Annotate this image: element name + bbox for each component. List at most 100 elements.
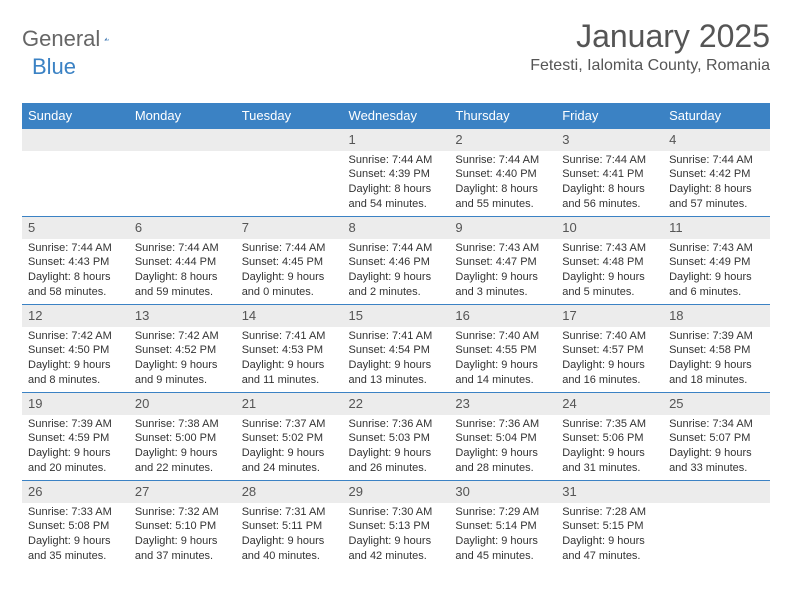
- brand-part1: General: [22, 26, 100, 52]
- daylight-line: Daylight: 9 hours and 35 minutes.: [28, 534, 123, 564]
- daylight-line: Daylight: 9 hours and 6 minutes.: [669, 270, 764, 300]
- calendar-week-row: 26Sunrise: 7:33 AMSunset: 5:08 PMDayligh…: [22, 480, 770, 568]
- calendar-cell: 19Sunrise: 7:39 AMSunset: 4:59 PMDayligh…: [22, 392, 129, 480]
- day-body: Sunrise: 7:36 AMSunset: 5:03 PMDaylight:…: [343, 415, 450, 480]
- sunset-line: Sunset: 5:00 PM: [135, 431, 230, 446]
- sunset-line: Sunset: 4:58 PM: [669, 343, 764, 358]
- calendar-cell: 7Sunrise: 7:44 AMSunset: 4:45 PMDaylight…: [236, 216, 343, 304]
- sunrise-line: Sunrise: 7:44 AM: [669, 153, 764, 168]
- sunset-line: Sunset: 5:14 PM: [455, 519, 550, 534]
- brand-sail-icon: [104, 29, 109, 49]
- daylight-line: Daylight: 9 hours and 26 minutes.: [349, 446, 444, 476]
- day-number-row: 23: [449, 392, 556, 415]
- sunset-line: Sunset: 4:57 PM: [562, 343, 657, 358]
- day-number-row: 4: [663, 128, 770, 151]
- day-body: [663, 503, 770, 509]
- sunrise-line: Sunrise: 7:30 AM: [349, 505, 444, 520]
- sunrise-line: Sunrise: 7:40 AM: [562, 329, 657, 344]
- calendar-cell: 11Sunrise: 7:43 AMSunset: 4:49 PMDayligh…: [663, 216, 770, 304]
- day-body: Sunrise: 7:36 AMSunset: 5:04 PMDaylight:…: [449, 415, 556, 480]
- day-body: Sunrise: 7:31 AMSunset: 5:11 PMDaylight:…: [236, 503, 343, 568]
- day-body: Sunrise: 7:33 AMSunset: 5:08 PMDaylight:…: [22, 503, 129, 568]
- day-number-row: 8: [343, 216, 450, 239]
- sunrise-line: Sunrise: 7:44 AM: [242, 241, 337, 256]
- sunset-line: Sunset: 4:50 PM: [28, 343, 123, 358]
- sunrise-line: Sunrise: 7:39 AM: [28, 417, 123, 432]
- daylight-line: Daylight: 9 hours and 13 minutes.: [349, 358, 444, 388]
- day-number-row: 30: [449, 480, 556, 503]
- day-number-row: 15: [343, 304, 450, 327]
- calendar-week-row: 1Sunrise: 7:44 AMSunset: 4:39 PMDaylight…: [22, 128, 770, 216]
- daylight-line: Daylight: 8 hours and 56 minutes.: [562, 182, 657, 212]
- sunrise-line: Sunrise: 7:44 AM: [349, 241, 444, 256]
- sunrise-line: Sunrise: 7:35 AM: [562, 417, 657, 432]
- calendar-cell: 31Sunrise: 7:28 AMSunset: 5:15 PMDayligh…: [556, 480, 663, 568]
- day-number-row: 25: [663, 392, 770, 415]
- day-body: Sunrise: 7:37 AMSunset: 5:02 PMDaylight:…: [236, 415, 343, 480]
- sunset-line: Sunset: 5:11 PM: [242, 519, 337, 534]
- day-number-row: 22: [343, 392, 450, 415]
- daylight-line: Daylight: 9 hours and 31 minutes.: [562, 446, 657, 476]
- calendar-cell: 14Sunrise: 7:41 AMSunset: 4:53 PMDayligh…: [236, 304, 343, 392]
- sunset-line: Sunset: 4:55 PM: [455, 343, 550, 358]
- header: General January 2025 Fetesti, Ialomita C…: [22, 18, 770, 75]
- day-body: Sunrise: 7:38 AMSunset: 5:00 PMDaylight:…: [129, 415, 236, 480]
- daylight-line: Daylight: 9 hours and 9 minutes.: [135, 358, 230, 388]
- day-body: Sunrise: 7:29 AMSunset: 5:14 PMDaylight:…: [449, 503, 556, 568]
- sunset-line: Sunset: 5:07 PM: [669, 431, 764, 446]
- day-body: Sunrise: 7:42 AMSunset: 4:50 PMDaylight:…: [22, 327, 129, 392]
- weekday-header: Monday: [129, 103, 236, 128]
- title-block: January 2025 Fetesti, Ialomita County, R…: [530, 18, 770, 75]
- daylight-line: Daylight: 9 hours and 0 minutes.: [242, 270, 337, 300]
- daylight-line: Daylight: 9 hours and 37 minutes.: [135, 534, 230, 564]
- day-number-row: 19: [22, 392, 129, 415]
- sunset-line: Sunset: 4:47 PM: [455, 255, 550, 270]
- sunset-line: Sunset: 4:46 PM: [349, 255, 444, 270]
- calendar-cell: 1Sunrise: 7:44 AMSunset: 4:39 PMDaylight…: [343, 128, 450, 216]
- day-body: Sunrise: 7:43 AMSunset: 4:49 PMDaylight:…: [663, 239, 770, 304]
- calendar-cell: 25Sunrise: 7:34 AMSunset: 5:07 PMDayligh…: [663, 392, 770, 480]
- sunrise-line: Sunrise: 7:43 AM: [562, 241, 657, 256]
- sunset-line: Sunset: 5:03 PM: [349, 431, 444, 446]
- month-title: January 2025: [530, 18, 770, 55]
- day-body: [22, 151, 129, 157]
- daylight-line: Daylight: 9 hours and 28 minutes.: [455, 446, 550, 476]
- calendar-cell: 15Sunrise: 7:41 AMSunset: 4:54 PMDayligh…: [343, 304, 450, 392]
- sunset-line: Sunset: 4:54 PM: [349, 343, 444, 358]
- day-body: [129, 151, 236, 157]
- day-body: Sunrise: 7:44 AMSunset: 4:40 PMDaylight:…: [449, 151, 556, 216]
- day-body: Sunrise: 7:34 AMSunset: 5:07 PMDaylight:…: [663, 415, 770, 480]
- daylight-line: Daylight: 8 hours and 59 minutes.: [135, 270, 230, 300]
- calendar-cell: 2Sunrise: 7:44 AMSunset: 4:40 PMDaylight…: [449, 128, 556, 216]
- daylight-line: Daylight: 9 hours and 42 minutes.: [349, 534, 444, 564]
- daylight-line: Daylight: 8 hours and 57 minutes.: [669, 182, 764, 212]
- day-number-row: [22, 128, 129, 151]
- day-body: Sunrise: 7:44 AMSunset: 4:45 PMDaylight:…: [236, 239, 343, 304]
- brand-part2-wrap: Blue: [32, 54, 76, 80]
- day-number-row: 20: [129, 392, 236, 415]
- day-body: Sunrise: 7:44 AMSunset: 4:44 PMDaylight:…: [129, 239, 236, 304]
- sunrise-line: Sunrise: 7:31 AM: [242, 505, 337, 520]
- day-body: Sunrise: 7:44 AMSunset: 4:42 PMDaylight:…: [663, 151, 770, 216]
- sunrise-line: Sunrise: 7:44 AM: [135, 241, 230, 256]
- sunrise-line: Sunrise: 7:34 AM: [669, 417, 764, 432]
- weekday-row: SundayMondayTuesdayWednesdayThursdayFrid…: [22, 103, 770, 128]
- calendar-cell: 6Sunrise: 7:44 AMSunset: 4:44 PMDaylight…: [129, 216, 236, 304]
- day-number-row: 31: [556, 480, 663, 503]
- sunrise-line: Sunrise: 7:42 AM: [28, 329, 123, 344]
- daylight-line: Daylight: 9 hours and 45 minutes.: [455, 534, 550, 564]
- location-text: Fetesti, Ialomita County, Romania: [530, 57, 770, 75]
- sunrise-line: Sunrise: 7:43 AM: [669, 241, 764, 256]
- day-number-row: 18: [663, 304, 770, 327]
- sunset-line: Sunset: 4:42 PM: [669, 167, 764, 182]
- sunrise-line: Sunrise: 7:28 AM: [562, 505, 657, 520]
- daylight-line: Daylight: 9 hours and 40 minutes.: [242, 534, 337, 564]
- day-number-row: 26: [22, 480, 129, 503]
- daylight-line: Daylight: 9 hours and 24 minutes.: [242, 446, 337, 476]
- day-number-row: [663, 480, 770, 503]
- calendar-cell: 17Sunrise: 7:40 AMSunset: 4:57 PMDayligh…: [556, 304, 663, 392]
- day-body: Sunrise: 7:32 AMSunset: 5:10 PMDaylight:…: [129, 503, 236, 568]
- day-body: Sunrise: 7:28 AMSunset: 5:15 PMDaylight:…: [556, 503, 663, 568]
- day-number-row: 6: [129, 216, 236, 239]
- day-number-row: 3: [556, 128, 663, 151]
